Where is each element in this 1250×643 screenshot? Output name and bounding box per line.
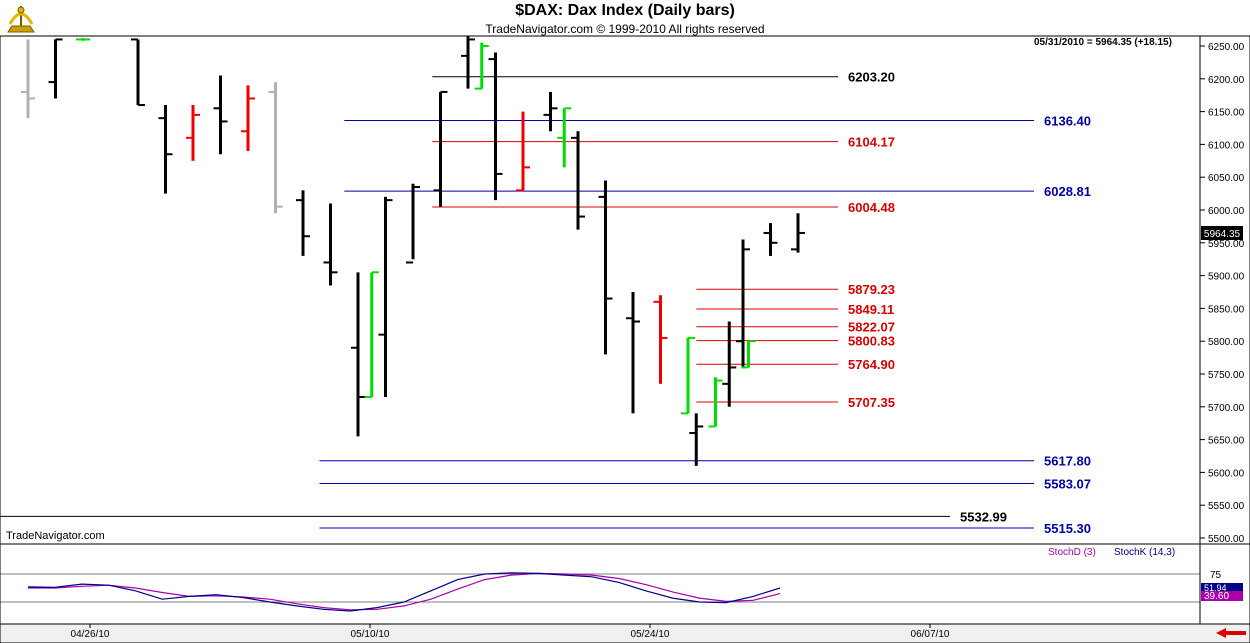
y-tick-label: 5850.00 <box>1208 304 1245 315</box>
stoch-k-label: StochK (14,3) <box>1114 547 1175 558</box>
ohlc-bar <box>158 105 173 194</box>
x-tick-label: 04/26/10 <box>71 629 110 640</box>
stoch-tick-label: 75 <box>1210 570 1222 581</box>
level-label: 5532.99 <box>960 509 1007 524</box>
stoch-d-label: StochD (3) <box>1048 547 1096 558</box>
y-tick-label: 5750.00 <box>1208 370 1245 381</box>
y-tick-label: 5800.00 <box>1208 337 1245 348</box>
x-tick-label: 05/10/10 <box>351 629 390 640</box>
y-tick-label: 6150.00 <box>1208 108 1245 119</box>
ohlc-bar <box>689 413 704 466</box>
level-label: 6104.17 <box>848 135 895 150</box>
x-tick-label: 05/24/10 <box>631 629 670 640</box>
stoch-k-line <box>27 572 781 612</box>
y-axis-ticks: 5500.00 5550.00 5600.00 5650.00 5700.00 5750.… <box>1200 42 1245 545</box>
ohlc-bar <box>557 107 572 168</box>
level-label: 6028.81 <box>1044 184 1091 199</box>
ohlc-bar <box>791 213 805 253</box>
y-tick-label: 5900.00 <box>1208 272 1245 283</box>
ohlc-bar <box>741 340 756 369</box>
level-label: 5764.90 <box>848 357 895 372</box>
y-tick-label: 5500.00 <box>1208 534 1245 545</box>
ohlc-bar <box>516 111 530 192</box>
y-tick-label: 5600.00 <box>1208 468 1245 479</box>
level-label: 5800.83 <box>848 334 895 349</box>
chart-subtitle: TradeNavigator.com © 1999-2010 All right… <box>485 22 765 36</box>
level-label: 5583.07 <box>1044 477 1091 492</box>
y-tick-label: 5700.00 <box>1208 403 1245 414</box>
price-panel <box>0 35 1201 545</box>
level-label: 5849.11 <box>848 302 894 317</box>
x-tick-label: 06/07/10 <box>911 629 950 640</box>
y-tick-label: 6200.00 <box>1208 75 1245 86</box>
level-label: 6004.48 <box>848 200 895 215</box>
ohlc-bar <box>598 180 613 355</box>
y-tick-label: 6250.00 <box>1208 42 1245 53</box>
y-tick-label: 6100.00 <box>1208 140 1245 151</box>
ohlc-bar <box>722 321 737 407</box>
ohlc-bar <box>708 377 723 428</box>
last-quote: 05/31/2010 = 5964.35 (+18.15) <box>1034 37 1172 48</box>
ohlc-bar <box>378 196 393 397</box>
ohlc-bar <box>364 271 379 398</box>
ohlc-bar <box>186 105 200 161</box>
chart-title: $DAX: Dax Index (Daily bars) <box>515 2 735 19</box>
ohlc-bar <box>131 38 145 107</box>
stoch-k-tag <box>1201 583 1243 592</box>
price-bars <box>21 36 805 466</box>
level-label: 5515.30 <box>1044 521 1091 536</box>
x-axis-ticks: 04/26/10 05/10/10 05/24/10 06/07/10 <box>71 624 950 640</box>
ohlc-bar <box>681 336 695 415</box>
ohlc-bar <box>351 272 365 437</box>
ohlc-bar <box>406 183 420 264</box>
y-tick-label: 5950.00 <box>1208 239 1245 250</box>
stoch-d-value: 39.60 <box>1204 591 1229 602</box>
price-tag-text: 5964.35 <box>1204 229 1241 240</box>
sextant-logo-icon <box>7 6 35 33</box>
level-label: 5822.07 <box>848 320 895 335</box>
ohlc-bar <box>653 295 668 384</box>
ohlc-bar <box>433 90 448 207</box>
ohlc-bar <box>461 36 475 89</box>
stoch-d-line <box>28 572 781 611</box>
ohlc-bar <box>543 91 558 132</box>
ohlc-bar <box>488 52 503 201</box>
price-axis <box>1199 35 1250 545</box>
stoch-k-value: 51.94 <box>1204 583 1227 593</box>
y-tick-label: 6000.00 <box>1208 206 1245 217</box>
y-tick-label: 5550.00 <box>1208 501 1245 512</box>
level-label: 5879.23 <box>848 282 895 297</box>
date-axis <box>0 623 1250 643</box>
stochastic-panel <box>0 543 1201 625</box>
ohlc-bar <box>571 131 585 230</box>
y-tick-label: 6050.00 <box>1208 173 1245 184</box>
ohlc-bar <box>21 39 35 119</box>
price-tag: 5964.35 <box>1201 226 1243 240</box>
stoch-d-tag <box>1201 591 1243 601</box>
ohlc-bar <box>48 38 63 99</box>
ohlc-bar <box>626 292 640 414</box>
ohlc-bar <box>241 85 255 151</box>
ohlc-bar <box>474 42 489 90</box>
ohlc-bar <box>76 38 90 41</box>
level-label: 6136.40 <box>1044 114 1091 129</box>
ohlc-bar <box>296 190 310 256</box>
left-arrow-icon[interactable] <box>1214 627 1248 639</box>
y-tick-label: 5650.00 <box>1208 436 1245 447</box>
ohlc-bar <box>213 75 228 155</box>
ohlc-bar <box>763 223 778 256</box>
level-label: 5707.35 <box>848 395 895 410</box>
ohlc-bar <box>736 239 750 368</box>
ohlc-bar <box>268 82 283 214</box>
level-lines: 6203.20 6136.40 6104.17 6028.81 6004.48 5879.… <box>0 70 1091 536</box>
level-label: 6203.20 <box>848 70 895 85</box>
ohlc-bar <box>323 203 338 286</box>
watermark: TradeNavigator.com <box>6 530 105 542</box>
level-label: 5617.80 <box>1044 454 1091 469</box>
